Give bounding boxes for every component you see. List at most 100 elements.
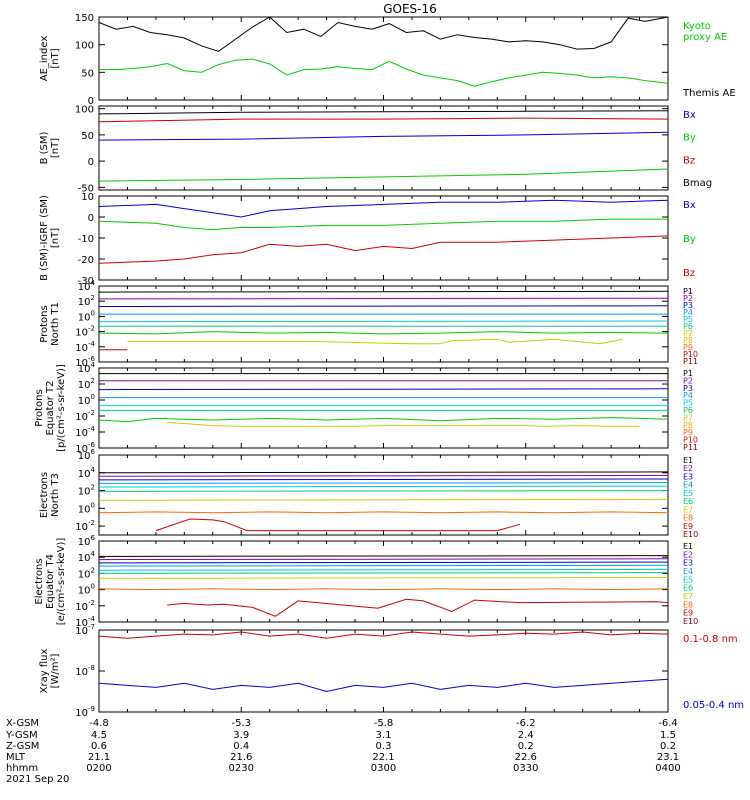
series-line-e5 <box>98 485 669 488</box>
y-tick-label: 100 <box>78 583 95 597</box>
legend-label: E6 <box>683 497 693 506</box>
x-axis-value: 2.4 <box>518 730 534 741</box>
date-label: 2021 Sep 20 <box>6 774 69 785</box>
legend-label: P11 <box>683 443 698 452</box>
legend-label: E7 <box>683 592 693 601</box>
x-axis-value: 3.1 <box>376 730 392 741</box>
series-line-e4 <box>98 482 669 484</box>
x-axis-value: 0.6 <box>91 741 107 752</box>
y-tick-label: 104 <box>78 466 96 480</box>
y-tick-label: 50 <box>81 68 94 79</box>
legend-label: P2 <box>683 294 693 303</box>
x-axis-value: 3.9 <box>233 730 249 741</box>
y-tick-label: 0 <box>88 213 94 224</box>
series-line-kyoto-proxy-ae <box>99 58 669 87</box>
y-tick-label: -50 <box>78 183 94 194</box>
y-axis-title: Protons <box>34 389 45 426</box>
legend-label: proxy AE <box>683 32 727 43</box>
legend-label: P4 <box>683 391 693 400</box>
legend-label: E5 <box>683 489 693 498</box>
series-line-e8 <box>98 588 669 591</box>
legend-label: P5 <box>683 315 693 324</box>
legend-label: E6 <box>683 584 693 593</box>
legend-label: P10 <box>683 350 698 359</box>
x-axis-value: 1.5 <box>660 730 676 741</box>
series-line-e7 <box>98 498 669 501</box>
series-line-p1 <box>98 290 669 293</box>
legend-label: P1 <box>683 287 693 296</box>
series-line-bx <box>98 131 669 141</box>
legend-label: P8 <box>683 336 693 345</box>
y-tick-label: 100 <box>78 501 95 515</box>
y-tick-label: 100 <box>78 309 95 323</box>
y-tick-label: 10-4 <box>75 340 95 354</box>
legend-label: E1 <box>683 456 693 465</box>
series-line-bx <box>98 199 669 218</box>
series-line-bmag <box>98 110 669 115</box>
legend-label: By <box>683 234 696 245</box>
x-axis-row-label: MLT <box>6 752 26 763</box>
series-line-e2 <box>98 474 669 477</box>
series-line-bz <box>98 117 669 123</box>
legend-label: E2 <box>683 464 693 473</box>
panel-frame <box>98 16 669 101</box>
y-axis-title: Equator T4 <box>45 554 56 609</box>
y-tick-label: 104 <box>78 550 96 564</box>
y-tick-label: 104 <box>78 361 96 375</box>
series-line-bz <box>98 235 669 264</box>
legend-label: P3 <box>683 384 693 393</box>
legend-label: Bz <box>683 155 695 166</box>
y-axis-title: B (SM) <box>39 131 50 164</box>
y-tick-label: 102 <box>78 294 95 308</box>
series-line-p2 <box>98 297 669 300</box>
y-axis-title: North T3 <box>50 473 61 517</box>
y-tick-label: 102 <box>78 484 95 498</box>
x-axis-row-label: Z-GSM <box>6 741 39 752</box>
series-line-0-05-0-4-nm <box>98 678 669 693</box>
y-axis-title: [W/m²] <box>50 653 61 688</box>
legend-label: P8 <box>683 421 693 430</box>
series-line-e6 <box>98 490 669 492</box>
x-axis-value: 0.2 <box>660 741 676 752</box>
y-tick-label: 10-2 <box>75 409 95 423</box>
legend-label: P9 <box>683 428 693 437</box>
x-axis-value: 0.4 <box>233 741 249 752</box>
y-tick-label: -30 <box>78 276 94 287</box>
series-line-e3 <box>98 561 669 564</box>
x-axis-value: 0.2 <box>518 741 534 752</box>
x-axis-value: 23.1 <box>657 752 679 763</box>
series-line-p8 <box>127 338 623 345</box>
x-axis-value: 0300 <box>371 763 396 774</box>
legend-label: E3 <box>683 472 693 481</box>
legend-label: Kyoto <box>683 21 711 32</box>
x-axis-value: 22.1 <box>372 752 394 763</box>
x-axis-value: 21.6 <box>230 752 252 763</box>
y-tick-label: 10 <box>81 192 94 203</box>
series-line-e2 <box>98 558 669 561</box>
x-axis-value: 0.3 <box>376 741 392 752</box>
y-axis-title: [nT] <box>50 48 61 68</box>
y-tick-label: 150 <box>75 13 94 24</box>
series-line-e9 <box>155 518 521 532</box>
y-tick-label: 50 <box>81 131 94 142</box>
legend-label: P6 <box>683 322 693 331</box>
x-axis-row-label: hhmm <box>6 763 38 774</box>
y-axis-title: [e/(cm²-s-sr-keV)] <box>56 538 67 626</box>
series-line-p3 <box>98 305 669 307</box>
series-line-e5 <box>98 568 669 571</box>
legend-label: P7 <box>683 329 693 338</box>
series-line-p3 <box>98 388 669 391</box>
legend-label: E1 <box>683 542 693 551</box>
panel-2: -50 0 50 100 B (SM) [nT] Bx By Bz Bmag <box>39 105 712 195</box>
legend-label: P2 <box>683 376 693 385</box>
legend-label: P4 <box>683 308 693 317</box>
y-tick-label: -20 <box>78 255 94 266</box>
legend-label: E10 <box>683 617 698 626</box>
series-line-e6 <box>98 572 669 574</box>
panel-frame <box>98 629 669 713</box>
x-axis-value: 22.6 <box>515 752 537 763</box>
legend-label: P5 <box>683 399 693 408</box>
